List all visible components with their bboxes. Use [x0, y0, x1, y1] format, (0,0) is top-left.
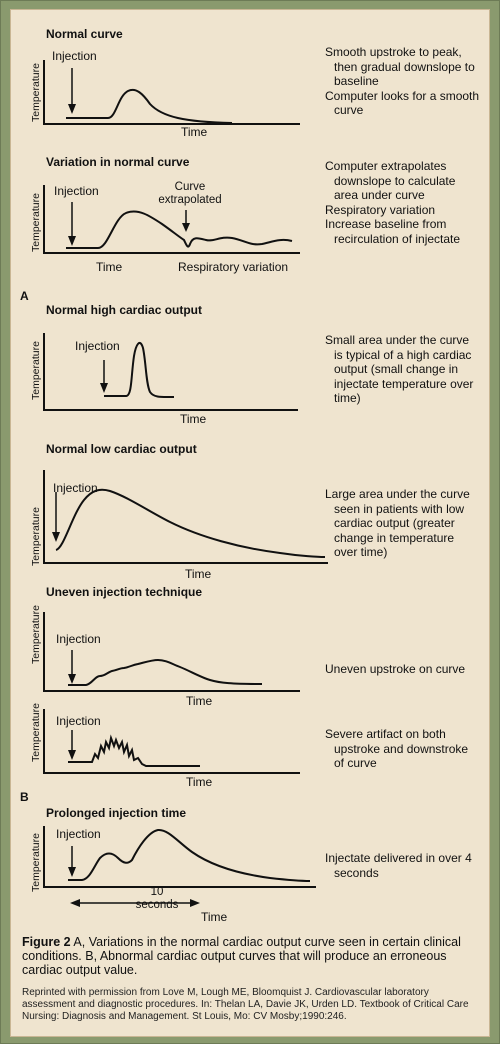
uneven-injection-label: Injection: [56, 632, 101, 646]
high-output-title: Normal high cardiac output: [46, 303, 203, 317]
prolonged-graph: [43, 826, 316, 907]
variation-graph: [43, 185, 300, 254]
normal-curve-title: Normal curve: [46, 27, 123, 41]
uneven-title: Uneven injection technique: [46, 585, 203, 599]
variation-curve-line: [66, 210, 293, 249]
variation-desc-3: Increase baseline from recirculation of …: [325, 217, 461, 246]
low-output-injection-label: Injection: [53, 481, 98, 495]
uneven-graph: [43, 612, 300, 692]
artifact-curve-line: [68, 734, 200, 767]
variation-desc-1: Computer extrapolates downslope to calcu…: [325, 159, 456, 202]
prolonged-xlabel: Time: [201, 910, 228, 924]
variation-desc-2: Respiratory variation: [325, 202, 436, 217]
prolonged-arrowhead: [68, 867, 76, 877]
prolonged-duration-label: 10 seconds: [135, 886, 179, 911]
high-output-injection-label: Injection: [75, 339, 120, 353]
normal-curve-line: [66, 88, 233, 124]
high-output-graph: [43, 333, 298, 411]
variation-xlabel: Time: [96, 260, 123, 274]
uneven-desc-1: Uneven upstroke on curve: [325, 662, 466, 676]
variation-arrowhead: [68, 236, 76, 246]
artifact-injection-label: Injection: [56, 714, 101, 728]
high-output-curve-line: [104, 341, 175, 399]
normal-curve-desc-2: Computer looks for a smooth curve: [325, 88, 480, 118]
prolonged-title: Prolonged injection time: [46, 806, 187, 820]
prolonged-curve-line: [68, 828, 311, 882]
prolonged-desc-1: Injectate delivered in over 4 seconds: [325, 851, 472, 880]
uneven-description: Uneven upstroke on curve: [325, 662, 480, 677]
figure-panel: [10, 9, 490, 1037]
high-output-xlabel: Time: [180, 412, 207, 426]
low-output-graph: [43, 470, 328, 564]
prolonged-injection-label: Injection: [56, 827, 101, 841]
variation-injection-label: Injection: [54, 184, 99, 198]
artifact-graph: [43, 709, 300, 774]
prolonged-description: Injectate delivered in over 4 seconds: [325, 851, 480, 880]
high-output-arrowhead: [100, 383, 108, 393]
part-a-label: A: [20, 289, 29, 303]
figure-credit: Reprinted with permission from Love M, L…: [22, 987, 469, 1022]
variation-extrapolated-arrowhead: [182, 223, 190, 232]
uneven-xlabel: Time: [186, 694, 213, 708]
low-output-title: Normal low cardiac output: [46, 442, 197, 456]
uneven-arrowhead: [68, 674, 76, 684]
artifact-description: Severe artifact on both upstroke and dow…: [325, 727, 480, 771]
variation-title: Variation in normal curve: [46, 155, 190, 169]
variation-description: Computer extrapolates downslope to calcu…: [325, 159, 480, 246]
low-output-description: Large area under the curve seen in patie…: [325, 487, 480, 560]
prolonged-duration-arrow-right: [190, 899, 200, 907]
figure-label: Figure 2: [22, 935, 71, 949]
artifact-desc-1: Severe artifact on both upstroke and dow…: [325, 727, 469, 770]
low-output-xlabel: Time: [185, 567, 212, 581]
normal-curve-injection-label: Injection: [52, 49, 97, 63]
artifact-arrowhead: [68, 750, 76, 760]
low-output-desc-1: Large area under the curve seen in patie…: [325, 487, 470, 559]
normal-curve-graph: [43, 60, 300, 125]
figure-caption: Figure 2 A, Variations in the normal car…: [22, 935, 472, 977]
normal-curve-arrowhead: [68, 104, 76, 114]
low-output-arrowhead: [52, 532, 60, 542]
figure-caption-text: A, Variations in the normal cardiac outp…: [22, 935, 461, 977]
uneven-curve-line: [68, 658, 263, 686]
artifact-xlabel: Time: [186, 775, 213, 789]
normal-curve-description: Smooth upstroke to peak, then gradual do…: [325, 45, 480, 118]
part-b-label: B: [20, 790, 29, 804]
variation-annotation: Curve extrapolated: [158, 181, 222, 206]
high-output-description: Small area under the curve is typical of…: [325, 333, 480, 406]
variation-xlabel-respiratory: Respiratory variation: [178, 260, 289, 274]
high-output-desc-1: Small area under the curve is typical of…: [325, 333, 474, 405]
prolonged-duration-arrow-left: [70, 899, 80, 907]
low-output-curve-line: [55, 488, 326, 558]
normal-curve-desc-1: Smooth upstroke to peak, then gradual do…: [325, 45, 475, 88]
normal-curve-xlabel: Time: [181, 125, 208, 139]
